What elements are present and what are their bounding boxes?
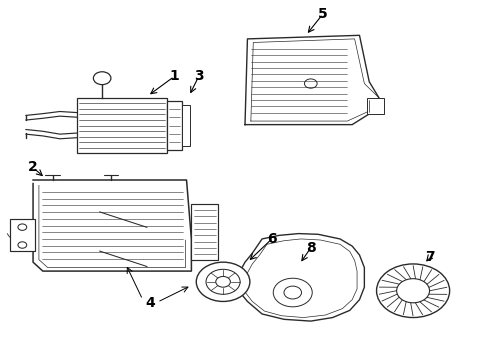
Circle shape [94, 72, 111, 85]
Circle shape [18, 224, 27, 230]
Bar [367, 98, 384, 114]
Bar [167, 101, 182, 150]
Polygon shape [33, 180, 192, 271]
Circle shape [396, 279, 430, 303]
Circle shape [376, 264, 450, 318]
Circle shape [18, 242, 27, 248]
Text: 8: 8 [306, 241, 316, 255]
Text: 5: 5 [318, 7, 328, 21]
Bar [192, 204, 218, 260]
Text: 1: 1 [170, 69, 179, 84]
Text: 3: 3 [194, 69, 203, 84]
Text: 4: 4 [145, 296, 155, 310]
Circle shape [216, 276, 230, 287]
Circle shape [206, 269, 240, 294]
Polygon shape [245, 35, 379, 125]
Text: 7: 7 [425, 250, 435, 264]
Bar [77, 98, 167, 153]
Polygon shape [235, 234, 365, 321]
Bar [10, 219, 35, 251]
Bar [182, 105, 191, 146]
Text: 2: 2 [28, 161, 38, 175]
Text: 6: 6 [267, 232, 277, 246]
Circle shape [196, 262, 250, 301]
